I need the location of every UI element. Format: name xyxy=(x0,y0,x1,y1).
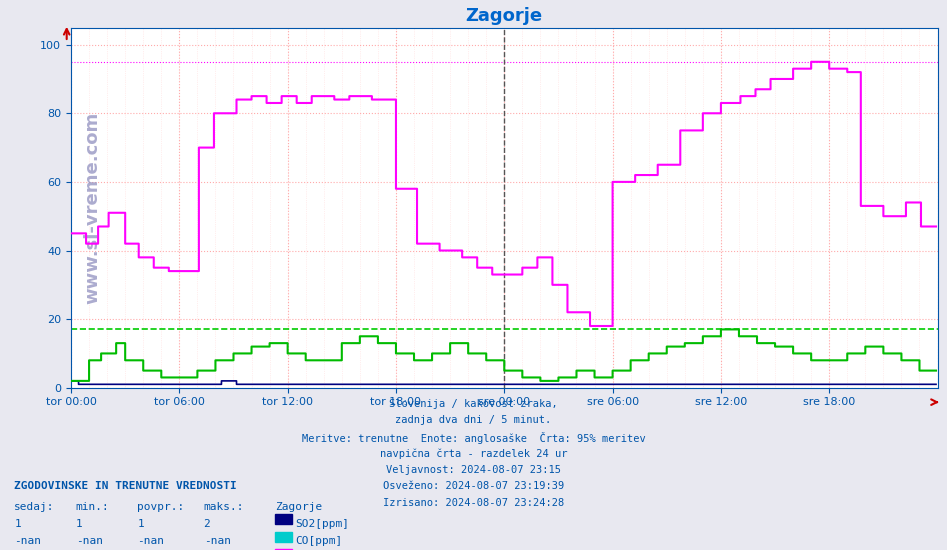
Text: -nan: -nan xyxy=(204,536,231,546)
Text: zadnja dva dni / 5 minut.: zadnja dva dni / 5 minut. xyxy=(396,415,551,425)
Text: Veljavnost: 2024-08-07 23:15: Veljavnost: 2024-08-07 23:15 xyxy=(386,465,561,475)
Text: -nan: -nan xyxy=(14,536,42,546)
Text: sedaj:: sedaj: xyxy=(14,502,55,512)
Text: 1: 1 xyxy=(137,519,144,529)
Text: Osveženo: 2024-08-07 23:19:39: Osveženo: 2024-08-07 23:19:39 xyxy=(383,481,564,491)
Text: -nan: -nan xyxy=(137,536,165,546)
Text: -nan: -nan xyxy=(76,536,103,546)
Text: Zagorje: Zagorje xyxy=(275,502,322,512)
Text: 1: 1 xyxy=(14,519,21,529)
Text: SO2[ppm]: SO2[ppm] xyxy=(295,519,349,529)
Title: Zagorje: Zagorje xyxy=(466,7,543,25)
Text: CO[ppm]: CO[ppm] xyxy=(295,536,343,546)
Text: navpična črta - razdelek 24 ur: navpična črta - razdelek 24 ur xyxy=(380,448,567,459)
Text: Slovenija / kakovost zraka,: Slovenija / kakovost zraka, xyxy=(389,399,558,409)
Text: min.:: min.: xyxy=(76,502,110,512)
Text: Izrisano: 2024-08-07 23:24:28: Izrisano: 2024-08-07 23:24:28 xyxy=(383,498,564,508)
Text: www.si-vreme.com: www.si-vreme.com xyxy=(83,112,101,304)
Text: Meritve: trenutne  Enote: anglosaške  Črta: 95% meritev: Meritve: trenutne Enote: anglosaške Črta… xyxy=(302,432,645,444)
Text: povpr.:: povpr.: xyxy=(137,502,185,512)
Text: 1: 1 xyxy=(76,519,82,529)
Text: maks.:: maks.: xyxy=(204,502,244,512)
Text: 2: 2 xyxy=(204,519,210,529)
Text: ZGODOVINSKE IN TRENUTNE VREDNOSTI: ZGODOVINSKE IN TRENUTNE VREDNOSTI xyxy=(14,481,237,491)
